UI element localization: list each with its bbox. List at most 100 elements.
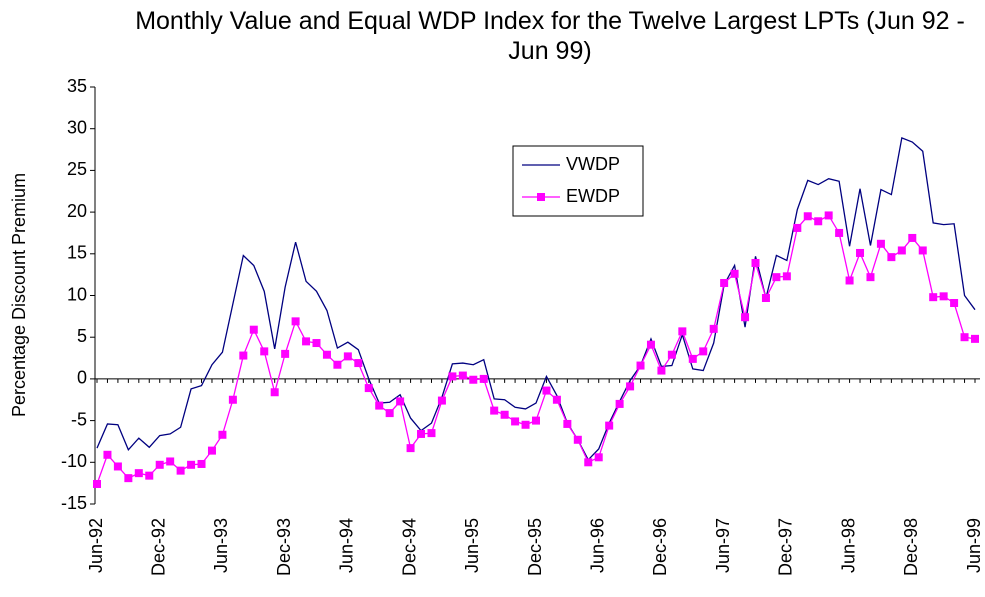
x-tick-label: Dec-94: [399, 518, 419, 576]
x-tick-label: Jun-93: [211, 518, 231, 573]
point-marker: [113, 462, 122, 471]
point-marker: [908, 233, 917, 242]
y-tick-label: -5: [71, 409, 87, 429]
point-marker: [511, 417, 520, 426]
point-marker: [761, 294, 770, 303]
legend-label: VWDP: [566, 154, 620, 174]
y-tick-label: 10: [67, 284, 87, 304]
point-marker: [406, 444, 415, 453]
y-tick-label: 0: [77, 368, 87, 388]
point-marker: [218, 430, 227, 439]
point-marker: [772, 273, 781, 282]
point-marker: [824, 211, 833, 220]
point-marker: [343, 352, 352, 361]
point-marker: [793, 223, 802, 232]
point-marker: [897, 246, 906, 255]
point-marker: [918, 246, 927, 255]
point-marker: [207, 446, 216, 455]
point-marker: [782, 272, 791, 281]
point-marker: [187, 460, 196, 469]
point-marker: [145, 471, 154, 480]
x-tick-label: Dec-92: [148, 518, 168, 576]
point-marker: [950, 299, 959, 308]
point-marker: [741, 313, 750, 322]
point-marker: [333, 360, 342, 369]
point-marker: [93, 479, 101, 488]
point-marker: [552, 395, 561, 404]
point-marker: [260, 347, 269, 356]
point-marker: [971, 334, 979, 343]
point-marker: [615, 399, 624, 408]
point-marker: [490, 406, 499, 415]
point-marker: [542, 386, 551, 395]
point-marker: [594, 453, 603, 462]
y-tick-label: -15: [61, 493, 87, 513]
point-marker: [803, 212, 812, 221]
point-marker: [270, 388, 279, 397]
x-tick-label: Jun-99: [964, 518, 984, 573]
point-marker: [385, 409, 394, 418]
point-marker: [479, 374, 488, 383]
point-marker: [814, 217, 823, 226]
y-tick-label: 30: [67, 117, 87, 137]
point-marker: [960, 333, 969, 342]
point-marker: [176, 466, 185, 475]
y-tick-label: 25: [67, 159, 87, 179]
point-marker: [155, 460, 164, 469]
point-marker: [709, 324, 718, 333]
x-tick-label: Jun-98: [838, 518, 858, 573]
y-tick-label: -10: [61, 451, 87, 471]
point-marker: [929, 293, 938, 302]
point-marker: [667, 350, 676, 359]
point-marker: [657, 366, 666, 375]
point-marker: [584, 458, 593, 467]
legend-label: EWDP: [566, 186, 620, 206]
point-marker: [751, 258, 760, 267]
x-tick-label: Jun-92: [86, 518, 106, 573]
point-marker: [521, 420, 530, 429]
legend-box: [512, 145, 644, 217]
point-marker: [605, 421, 614, 430]
x-tick-label: Jun-97: [713, 518, 733, 573]
point-marker: [636, 361, 645, 370]
point-marker: [124, 474, 133, 483]
point-marker: [281, 349, 290, 358]
point-marker: [845, 276, 854, 285]
y-tick-label: 5: [77, 326, 87, 346]
point-marker: [500, 410, 509, 419]
point-marker: [646, 340, 655, 349]
point-marker: [887, 253, 896, 262]
x-tick-label: Dec-95: [525, 518, 545, 576]
point-marker: [197, 459, 206, 468]
point-marker: [699, 347, 708, 356]
point-marker: [239, 351, 248, 360]
point-marker: [103, 450, 112, 459]
point-marker: [448, 372, 457, 381]
point-marker: [730, 269, 739, 278]
point-marker: [302, 337, 311, 346]
point-marker: [249, 325, 258, 334]
point-marker: [573, 435, 582, 444]
point-marker: [437, 396, 446, 405]
point-marker: [458, 371, 467, 380]
x-tick-label: Jun-96: [587, 518, 607, 573]
point-marker: [688, 354, 697, 363]
x-tick-label: Dec-93: [274, 518, 294, 576]
point-marker: [417, 429, 426, 438]
point-marker: [396, 397, 405, 406]
point-marker: [876, 239, 885, 248]
series-line: [96, 214, 976, 485]
point-marker: [866, 273, 875, 282]
point-marker: [469, 375, 478, 384]
point-marker: [364, 384, 373, 393]
point-marker: [228, 395, 237, 404]
x-tick-label: Dec-96: [650, 518, 670, 576]
y-axis-label: Percentage Discount Premium: [9, 173, 29, 417]
point-marker: [291, 317, 300, 326]
point-marker: [856, 248, 865, 257]
x-tick-label: Jun-95: [462, 518, 482, 573]
chart-title: Monthly Value and Equal WDP Index for th…: [135, 7, 965, 65]
x-tick-label: Dec-98: [901, 518, 921, 576]
